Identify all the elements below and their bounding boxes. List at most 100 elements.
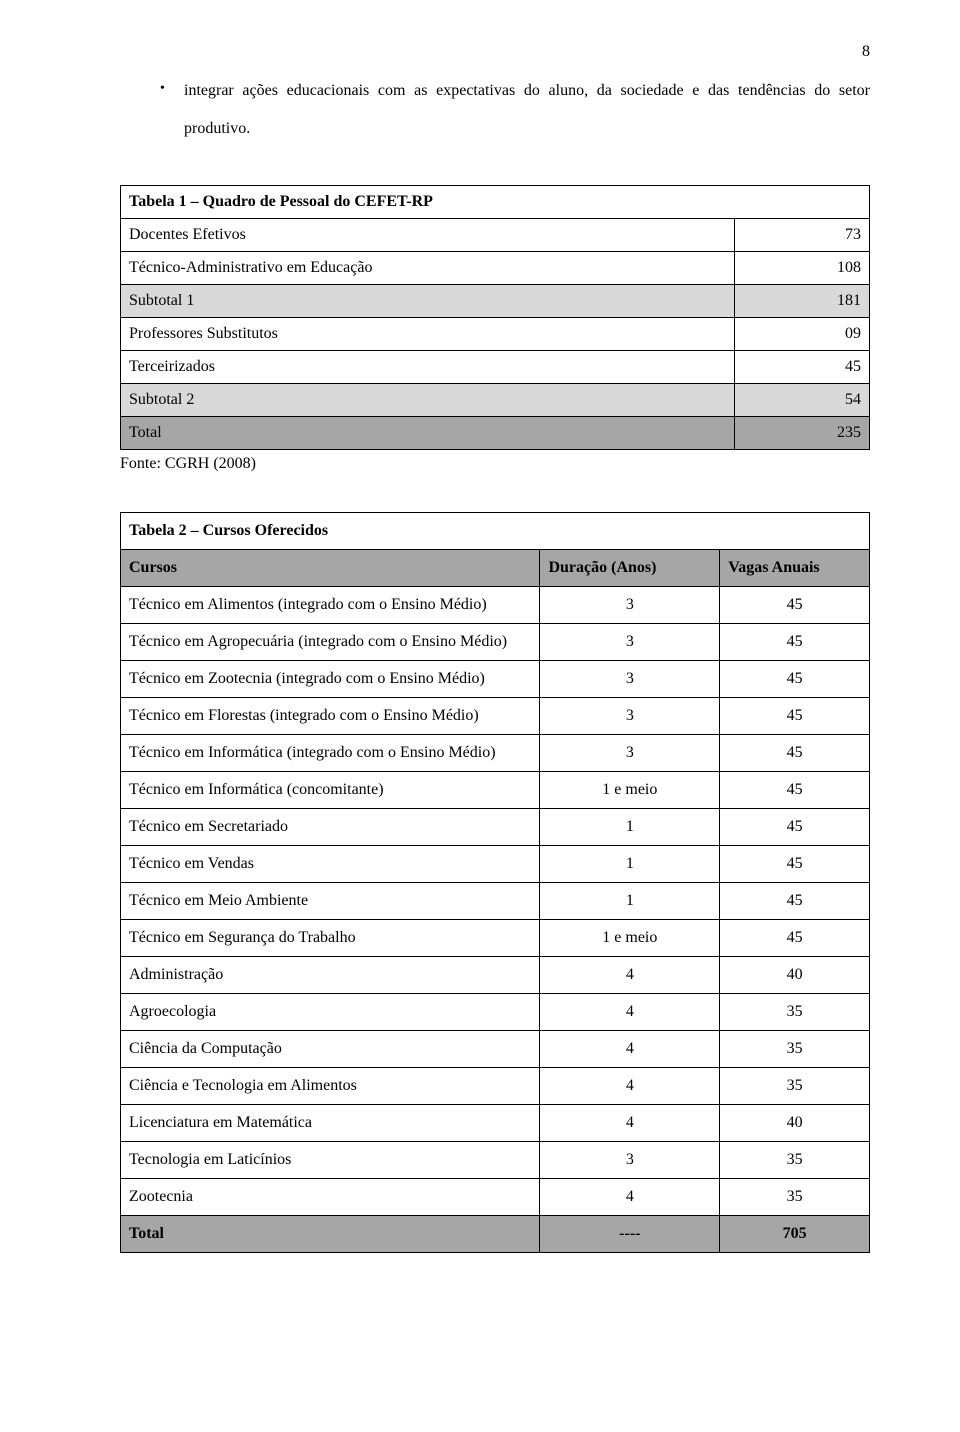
table2-cell-vagas: 45 bbox=[720, 845, 870, 882]
table2-cell-vagas: 40 bbox=[720, 1104, 870, 1141]
table1-cell-label: Técnico-Administrativo em Educação bbox=[121, 251, 735, 284]
table1-row: Professores Substitutos09 bbox=[121, 317, 870, 350]
table1-cell-label: Subtotal 2 bbox=[121, 383, 735, 416]
table1-source: Fonte: CGRH (2008) bbox=[120, 452, 870, 476]
table2-cell-duracao: 4 bbox=[540, 1067, 720, 1104]
table2-cell-duracao: 4 bbox=[540, 956, 720, 993]
table2-cell-vagas: 35 bbox=[720, 1141, 870, 1178]
table2-cell-duracao: 3 bbox=[540, 697, 720, 734]
table2-cell-duracao: 3 bbox=[540, 623, 720, 660]
table2-cell-duracao: 4 bbox=[540, 1178, 720, 1215]
table1-cell-value: 108 bbox=[735, 251, 870, 284]
table1-cell-value: 09 bbox=[735, 317, 870, 350]
table1-cell-value: 45 bbox=[735, 350, 870, 383]
table2-cell-duracao: 1 e meio bbox=[540, 919, 720, 956]
table2-cell-vagas: 45 bbox=[720, 734, 870, 771]
table2-header-row: Cursos Duração (Anos) Vagas Anuais bbox=[121, 549, 870, 586]
table2-row: Técnico em Informática (integrado com o … bbox=[121, 734, 870, 771]
table1-cell-label: Docentes Efetivos bbox=[121, 218, 735, 251]
table1-cell-value: 235 bbox=[735, 416, 870, 449]
table2-header-duracao: Duração (Anos) bbox=[540, 549, 720, 586]
table1-cell-value: 73 bbox=[735, 218, 870, 251]
table2-cell-duracao: 4 bbox=[540, 1030, 720, 1067]
table2-cell-duracao: 1 e meio bbox=[540, 771, 720, 808]
table-cursos: Tabela 2 – Cursos Oferecidos Cursos Dura… bbox=[120, 512, 870, 1253]
table2-cell-curso: Ciência da Computação bbox=[121, 1030, 540, 1067]
table2-cell-duracao: 4 bbox=[540, 1104, 720, 1141]
table1-row: Terceirizados45 bbox=[121, 350, 870, 383]
table2-row: Agroecologia435 bbox=[121, 993, 870, 1030]
table-pessoal: Tabela 1 – Quadro de Pessoal do CEFET-RP… bbox=[120, 185, 870, 450]
table2-row: Tecnologia em Laticínios335 bbox=[121, 1141, 870, 1178]
table2-cell-vagas: 45 bbox=[720, 623, 870, 660]
table2-cell-curso: Técnico em Informática (concomitante) bbox=[121, 771, 540, 808]
table2-cell-curso: Técnico em Alimentos (integrado com o En… bbox=[121, 586, 540, 623]
table1-title: Tabela 1 – Quadro de Pessoal do CEFET-RP bbox=[121, 185, 870, 218]
table2-cell-curso: Agroecologia bbox=[121, 993, 540, 1030]
table2-cell-duracao: 1 bbox=[540, 808, 720, 845]
table1-title-row: Tabela 1 – Quadro de Pessoal do CEFET-RP bbox=[121, 185, 870, 218]
table2-row: Técnico em Secretariado145 bbox=[121, 808, 870, 845]
table2-cell-vagas: 40 bbox=[720, 956, 870, 993]
table2-cell-vagas: 45 bbox=[720, 771, 870, 808]
table1-cell-value: 181 bbox=[735, 284, 870, 317]
table2-total-label: Total bbox=[121, 1215, 540, 1252]
table2-row: Licenciatura em Matemática440 bbox=[121, 1104, 870, 1141]
table2-cell-vagas: 45 bbox=[720, 919, 870, 956]
table2-header-vagas: Vagas Anuais bbox=[720, 549, 870, 586]
table2-cell-curso: Licenciatura em Matemática bbox=[121, 1104, 540, 1141]
table2-row: Técnico em Alimentos (integrado com o En… bbox=[121, 586, 870, 623]
table2-total-duracao: ---- bbox=[540, 1215, 720, 1252]
table2-cell-duracao: 3 bbox=[540, 586, 720, 623]
table2-cell-duracao: 1 bbox=[540, 882, 720, 919]
table2-header-curso: Cursos bbox=[121, 549, 540, 586]
table2-cell-curso: Técnico em Secretariado bbox=[121, 808, 540, 845]
table2-cell-curso: Técnico em Segurança do Trabalho bbox=[121, 919, 540, 956]
table2-cell-curso: Ciência e Tecnologia em Alimentos bbox=[121, 1067, 540, 1104]
table2-cell-curso: Administração bbox=[121, 956, 540, 993]
table1-row: Docentes Efetivos73 bbox=[121, 218, 870, 251]
table2-row: Ciência e Tecnologia em Alimentos435 bbox=[121, 1067, 870, 1104]
table1-row: Subtotal 1181 bbox=[121, 284, 870, 317]
table1-cell-label: Professores Substitutos bbox=[121, 317, 735, 350]
table2-row: Zootecnia435 bbox=[121, 1178, 870, 1215]
table1-cell-label: Total bbox=[121, 416, 735, 449]
table2-cell-curso: Técnico em Agropecuária (integrado com o… bbox=[121, 623, 540, 660]
table2-cell-curso: Tecnologia em Laticínios bbox=[121, 1141, 540, 1178]
table2-cell-vagas: 45 bbox=[720, 586, 870, 623]
table1-cell-value: 54 bbox=[735, 383, 870, 416]
table2-total-vagas: 705 bbox=[720, 1215, 870, 1252]
table2-cell-curso: Técnico em Florestas (integrado com o En… bbox=[121, 697, 540, 734]
table1-cell-label: Terceirizados bbox=[121, 350, 735, 383]
table2-cell-vagas: 35 bbox=[720, 993, 870, 1030]
table2-row: Técnico em Agropecuária (integrado com o… bbox=[121, 623, 870, 660]
table1-row: Técnico-Administrativo em Educação108 bbox=[121, 251, 870, 284]
table2-row: Técnico em Segurança do Trabalho1 e meio… bbox=[121, 919, 870, 956]
table2-cell-duracao: 3 bbox=[540, 660, 720, 697]
table2-cell-curso: Técnico em Zootecnia (integrado com o En… bbox=[121, 660, 540, 697]
table2-row: Administração440 bbox=[121, 956, 870, 993]
table2-cell-duracao: 1 bbox=[540, 845, 720, 882]
table2-row: Técnico em Informática (concomitante)1 e… bbox=[121, 771, 870, 808]
table2-title-row: Tabela 2 – Cursos Oferecidos bbox=[121, 512, 870, 549]
table2-cell-vagas: 35 bbox=[720, 1067, 870, 1104]
table2-row: Técnico em Vendas145 bbox=[121, 845, 870, 882]
table2-cell-vagas: 35 bbox=[720, 1030, 870, 1067]
table2-row: Ciência da Computação435 bbox=[121, 1030, 870, 1067]
table2-total-row: Total ---- 705 bbox=[121, 1215, 870, 1252]
table2-cell-curso: Técnico em Meio Ambiente bbox=[121, 882, 540, 919]
table2-cell-duracao: 3 bbox=[540, 1141, 720, 1178]
page-number: 8 bbox=[120, 40, 870, 64]
table2-cell-curso: Zootecnia bbox=[121, 1178, 540, 1215]
bullet-item: integrar ações educacionais com as expec… bbox=[160, 72, 870, 149]
table2-cell-vagas: 45 bbox=[720, 808, 870, 845]
table2-title: Tabela 2 – Cursos Oferecidos bbox=[121, 512, 870, 549]
table2-cell-curso: Técnico em Vendas bbox=[121, 845, 540, 882]
table1-row: Subtotal 254 bbox=[121, 383, 870, 416]
table2-cell-vagas: 45 bbox=[720, 882, 870, 919]
bullet-list: integrar ações educacionais com as expec… bbox=[120, 72, 870, 149]
table2-row: Técnico em Meio Ambiente145 bbox=[121, 882, 870, 919]
table2-row: Técnico em Florestas (integrado com o En… bbox=[121, 697, 870, 734]
table2-cell-vagas: 45 bbox=[720, 660, 870, 697]
table1-row: Total235 bbox=[121, 416, 870, 449]
